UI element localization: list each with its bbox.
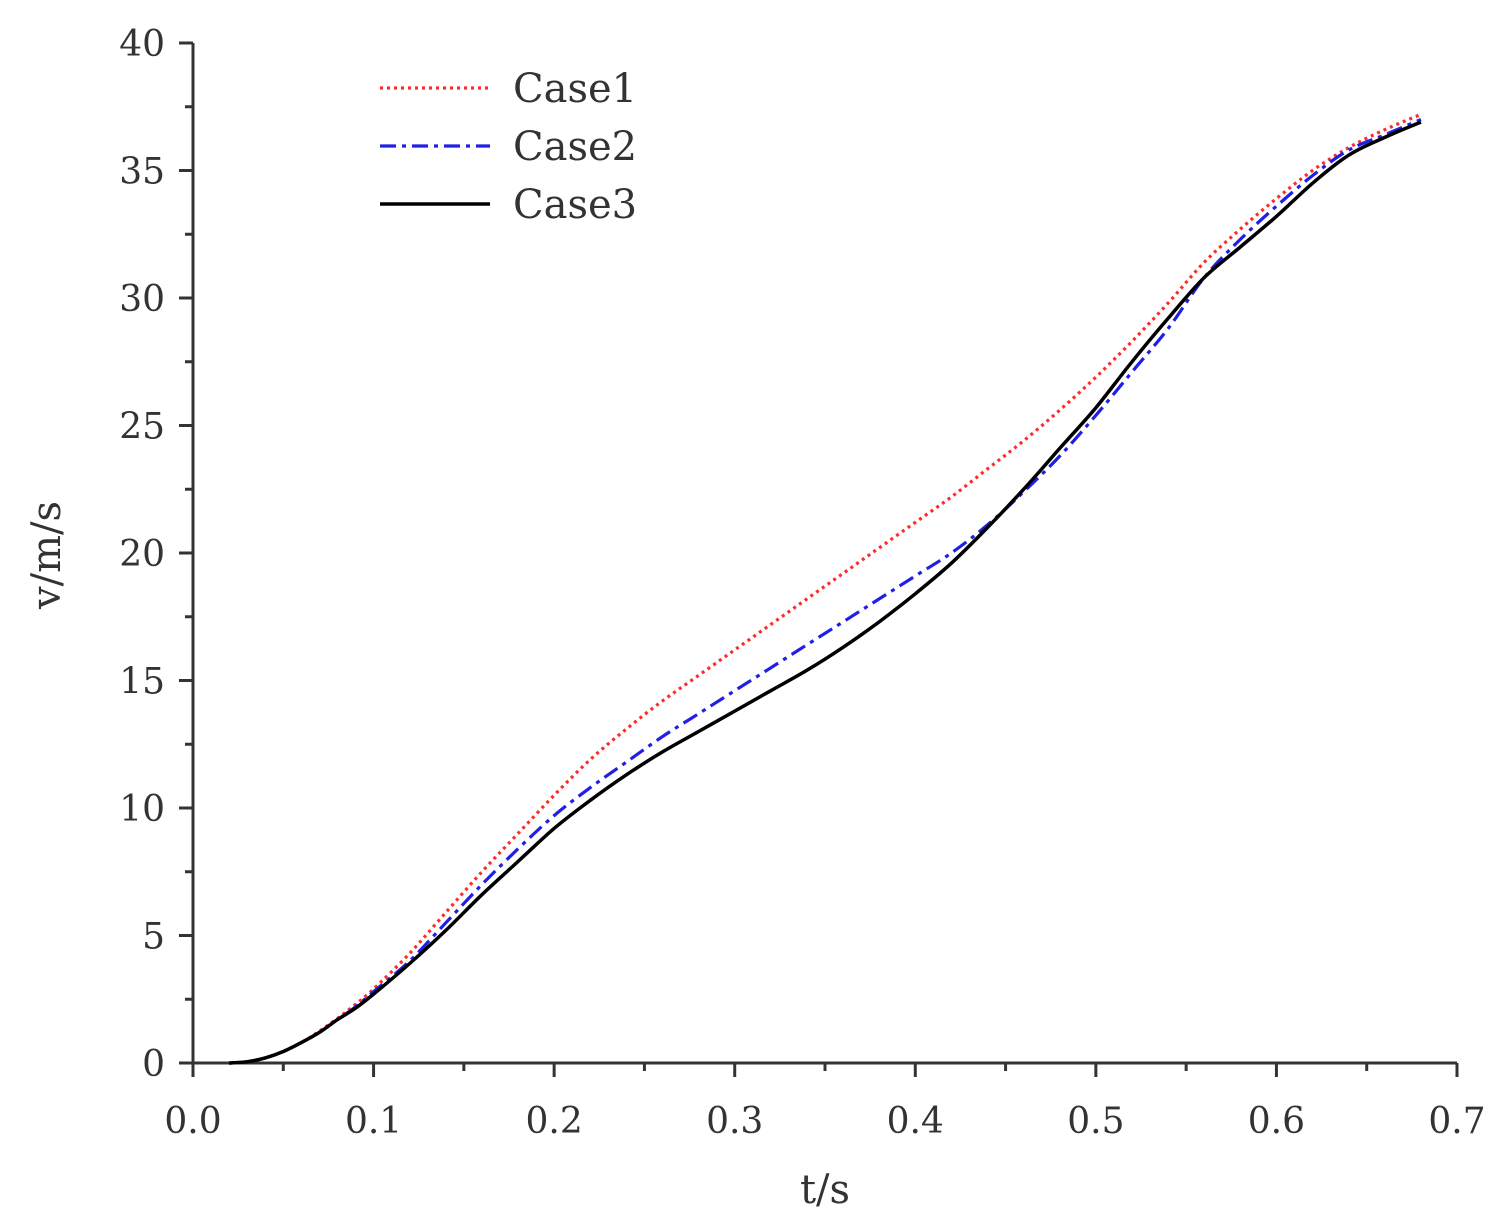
y-tick-label: 15 [119, 662, 165, 703]
legend-label-case3: Case3 [513, 182, 637, 228]
x-axis-title: t/s [800, 1167, 850, 1213]
x-axis-ticks: 0.0 0.1 0.2 0.3 0.4 0.5 0.6 0.7 [164, 1063, 1486, 1142]
x-tick-label: 0.2 [526, 1101, 583, 1142]
x-tick-label: 0.0 [164, 1101, 221, 1142]
series-line-case2 [228, 118, 1422, 1065]
axis-frame [191, 43, 1457, 1065]
legend: Case1 Case2 Case3 [380, 66, 637, 228]
series-lines [228, 112, 1422, 1065]
series-line-case1 [228, 112, 1422, 1065]
y-tick-label: 35 [119, 152, 165, 193]
y-tick-label: 5 [142, 917, 165, 958]
x-tick-label: 0.7 [1428, 1101, 1485, 1142]
series-line-case3 [228, 120, 1422, 1065]
legend-label-case1: Case1 [513, 66, 637, 112]
x-tick-label: 0.1 [345, 1101, 402, 1142]
y-tick-label: 30 [119, 279, 165, 320]
x-tick-label: 0.6 [1248, 1101, 1305, 1142]
y-tick-label: 20 [119, 534, 165, 575]
y-tick-label: 10 [119, 789, 165, 830]
y-axis-ticks: 0 5 10 15 20 25 30 35 40 [119, 24, 193, 1085]
x-tick-label: 0.5 [1067, 1101, 1124, 1142]
x-tick-label: 0.4 [887, 1101, 944, 1142]
y-tick-label: 0 [142, 1044, 165, 1085]
y-axis-title: v/m/s [24, 501, 70, 610]
y-tick-label: 25 [119, 407, 165, 448]
legend-label-case2: Case2 [513, 124, 637, 170]
x-tick-label: 0.3 [706, 1101, 763, 1142]
y-tick-label: 40 [119, 24, 165, 65]
